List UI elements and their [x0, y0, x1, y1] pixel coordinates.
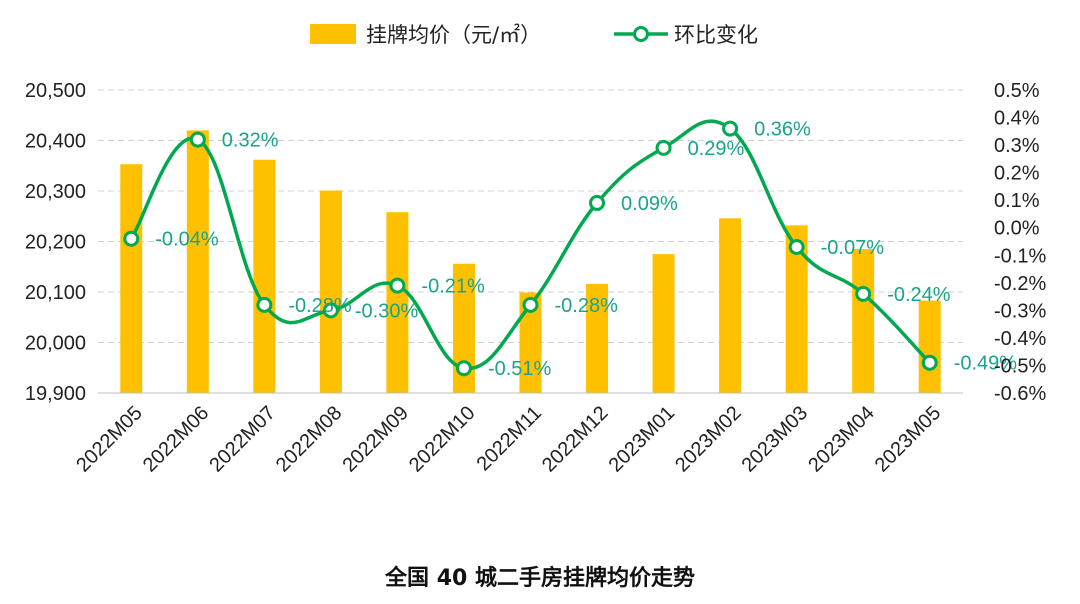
bar [253, 159, 276, 393]
axes: 19,900 20,000 20,100 20,200 20,300 20,400 20,5… [25, 80, 1047, 477]
y-right-tick-label: -0.4% [994, 328, 1046, 350]
line-point [256, 296, 273, 313]
data-label: -0.21% [421, 276, 485, 298]
x-tick-label: 2022M07 [205, 402, 280, 477]
legend: 挂牌均价（元/㎡） 环比变化 [310, 23, 758, 47]
y-right-tick-label: -0.5% [994, 355, 1046, 377]
line-point [322, 302, 339, 319]
legend-swatch-marker [633, 26, 649, 42]
line-point [455, 360, 472, 377]
legend-label-bar: 挂牌均价（元/㎡） [366, 23, 541, 47]
bar [319, 190, 342, 393]
x-tick-label: 2022M12 [538, 402, 613, 477]
data-label: 0.32% [222, 130, 279, 152]
bar-series [120, 130, 941, 393]
line-point [123, 230, 140, 247]
x-tick-label: 2023M01 [605, 402, 680, 477]
bar [120, 164, 143, 393]
x-tick-label: 2023M02 [671, 402, 746, 477]
line-point [855, 285, 872, 302]
y-left-tick-label: 20,000 [25, 333, 86, 355]
legend-swatch-bar [310, 24, 356, 44]
y-right-tick-label: 0.4% [994, 108, 1040, 130]
y-right-tick-label: 0.5% [994, 80, 1040, 102]
data-label: -0.49% [954, 353, 1018, 375]
line-point [788, 239, 805, 256]
line-point [389, 277, 406, 294]
bar [452, 263, 475, 393]
data-label: -0.28% [288, 295, 352, 317]
line-point [189, 131, 206, 148]
y-left-tick-label: 20,100 [25, 282, 86, 304]
data-label: 0.36% [754, 119, 811, 141]
line-series [123, 119, 938, 377]
data-label: 0.09% [621, 193, 678, 215]
data-label: -0.24% [887, 284, 951, 306]
y-left-tick-label: 20,500 [25, 80, 86, 102]
bar [652, 254, 675, 393]
data-label: -0.04% [155, 229, 219, 251]
line-point [589, 194, 606, 211]
x-tick-label: 2022M08 [272, 402, 347, 477]
y-left-tick-label: 20,300 [25, 181, 86, 203]
data-label: 0.29% [688, 138, 745, 160]
data-label: -0.30% [355, 300, 419, 322]
line-point [655, 139, 672, 156]
x-tick-label: 2023M04 [804, 402, 879, 477]
x-tick-label: 2022M06 [139, 402, 214, 477]
y-left-tick-label: 20,400 [25, 131, 86, 153]
line-point [522, 296, 539, 313]
y-right-tick-label: 0.0% [994, 218, 1040, 240]
gridlines [98, 89, 963, 343]
bar [186, 130, 209, 393]
data-labels: -0.04%0.32%-0.28% -0.30%-0.21%-0.51%-0.28… [155, 119, 1017, 381]
y-right-tick-label: -0.2% [994, 273, 1046, 295]
data-label: -0.07% [821, 237, 885, 259]
x-tick-label: 2022M05 [72, 402, 147, 477]
x-tick-label: 2022M11 [473, 402, 546, 475]
trend-line [129, 119, 931, 371]
x-tick-label: 2023M05 [871, 402, 946, 477]
x-tick-label: 2023M03 [738, 402, 813, 477]
line-point [722, 120, 739, 137]
y-right-tick-label: 0.1% [994, 190, 1040, 212]
legend-label-line: 环比变化 [674, 23, 758, 47]
bar [852, 249, 875, 393]
bar [719, 218, 742, 393]
data-label: -0.51% [488, 358, 552, 380]
chart-title: 全国 40 城二手房挂牌均价走势 [385, 566, 695, 591]
bar [785, 225, 808, 393]
data-label: -0.28% [555, 295, 619, 317]
y-left-tick-label: 19,900 [25, 383, 86, 405]
y-right-tick-label: -0.1% [994, 245, 1046, 267]
x-tick-label: 2022M09 [338, 402, 413, 477]
x-tick-label: 2022M10 [405, 402, 480, 477]
y-right-tick-label: 0.2% [994, 163, 1040, 185]
bar [586, 283, 609, 393]
y-left-tick-label: 20,200 [25, 232, 86, 254]
y-right-tick-label: -0.6% [994, 383, 1046, 405]
line-point [921, 354, 938, 371]
chart: -0.04%0.32%-0.28% -0.30%-0.21%-0.51%-0.28… [25, 23, 1047, 477]
bar [386, 212, 409, 393]
bar [918, 300, 941, 393]
y-right-tick-label: -0.3% [994, 300, 1046, 322]
y-right-tick-label: 0.3% [994, 135, 1040, 157]
bar [519, 292, 542, 393]
